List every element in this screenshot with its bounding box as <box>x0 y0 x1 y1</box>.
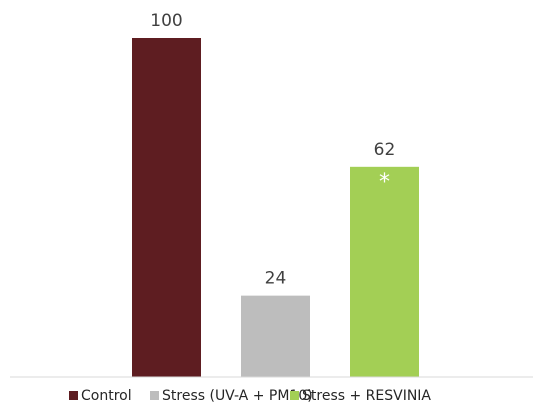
bar-stress-uv-a-pm10 <box>241 295 310 377</box>
legend-swatch-stress-resvinia <box>290 391 299 400</box>
annotations-group: * <box>379 170 390 195</box>
data-label-stress-uv-a-pm10: 24 <box>265 269 287 289</box>
bar-stress-resvinia <box>350 166 419 377</box>
legend-swatch-control <box>69 391 78 400</box>
significance-asterisk: * <box>379 170 390 195</box>
legend-label-control: Control <box>81 388 132 404</box>
legend-label-stress-resvinia: Stress + RESVINIA <box>302 388 431 404</box>
legend-swatch-stress-uv-a-pm10 <box>150 391 159 400</box>
legend: Control Stress (UV-A + PM10)Stress + RESV… <box>69 388 431 404</box>
value-labels-group: 100 24 62 <box>150 11 395 289</box>
data-label-stress-resvinia: 62 <box>374 140 396 160</box>
bars-group <box>132 38 419 377</box>
bar-control <box>132 38 201 377</box>
data-label-control: 100 <box>150 11 182 31</box>
legend-label-stress-uv-a-pm10: Stress (UV-A + PM10) <box>162 388 313 404</box>
